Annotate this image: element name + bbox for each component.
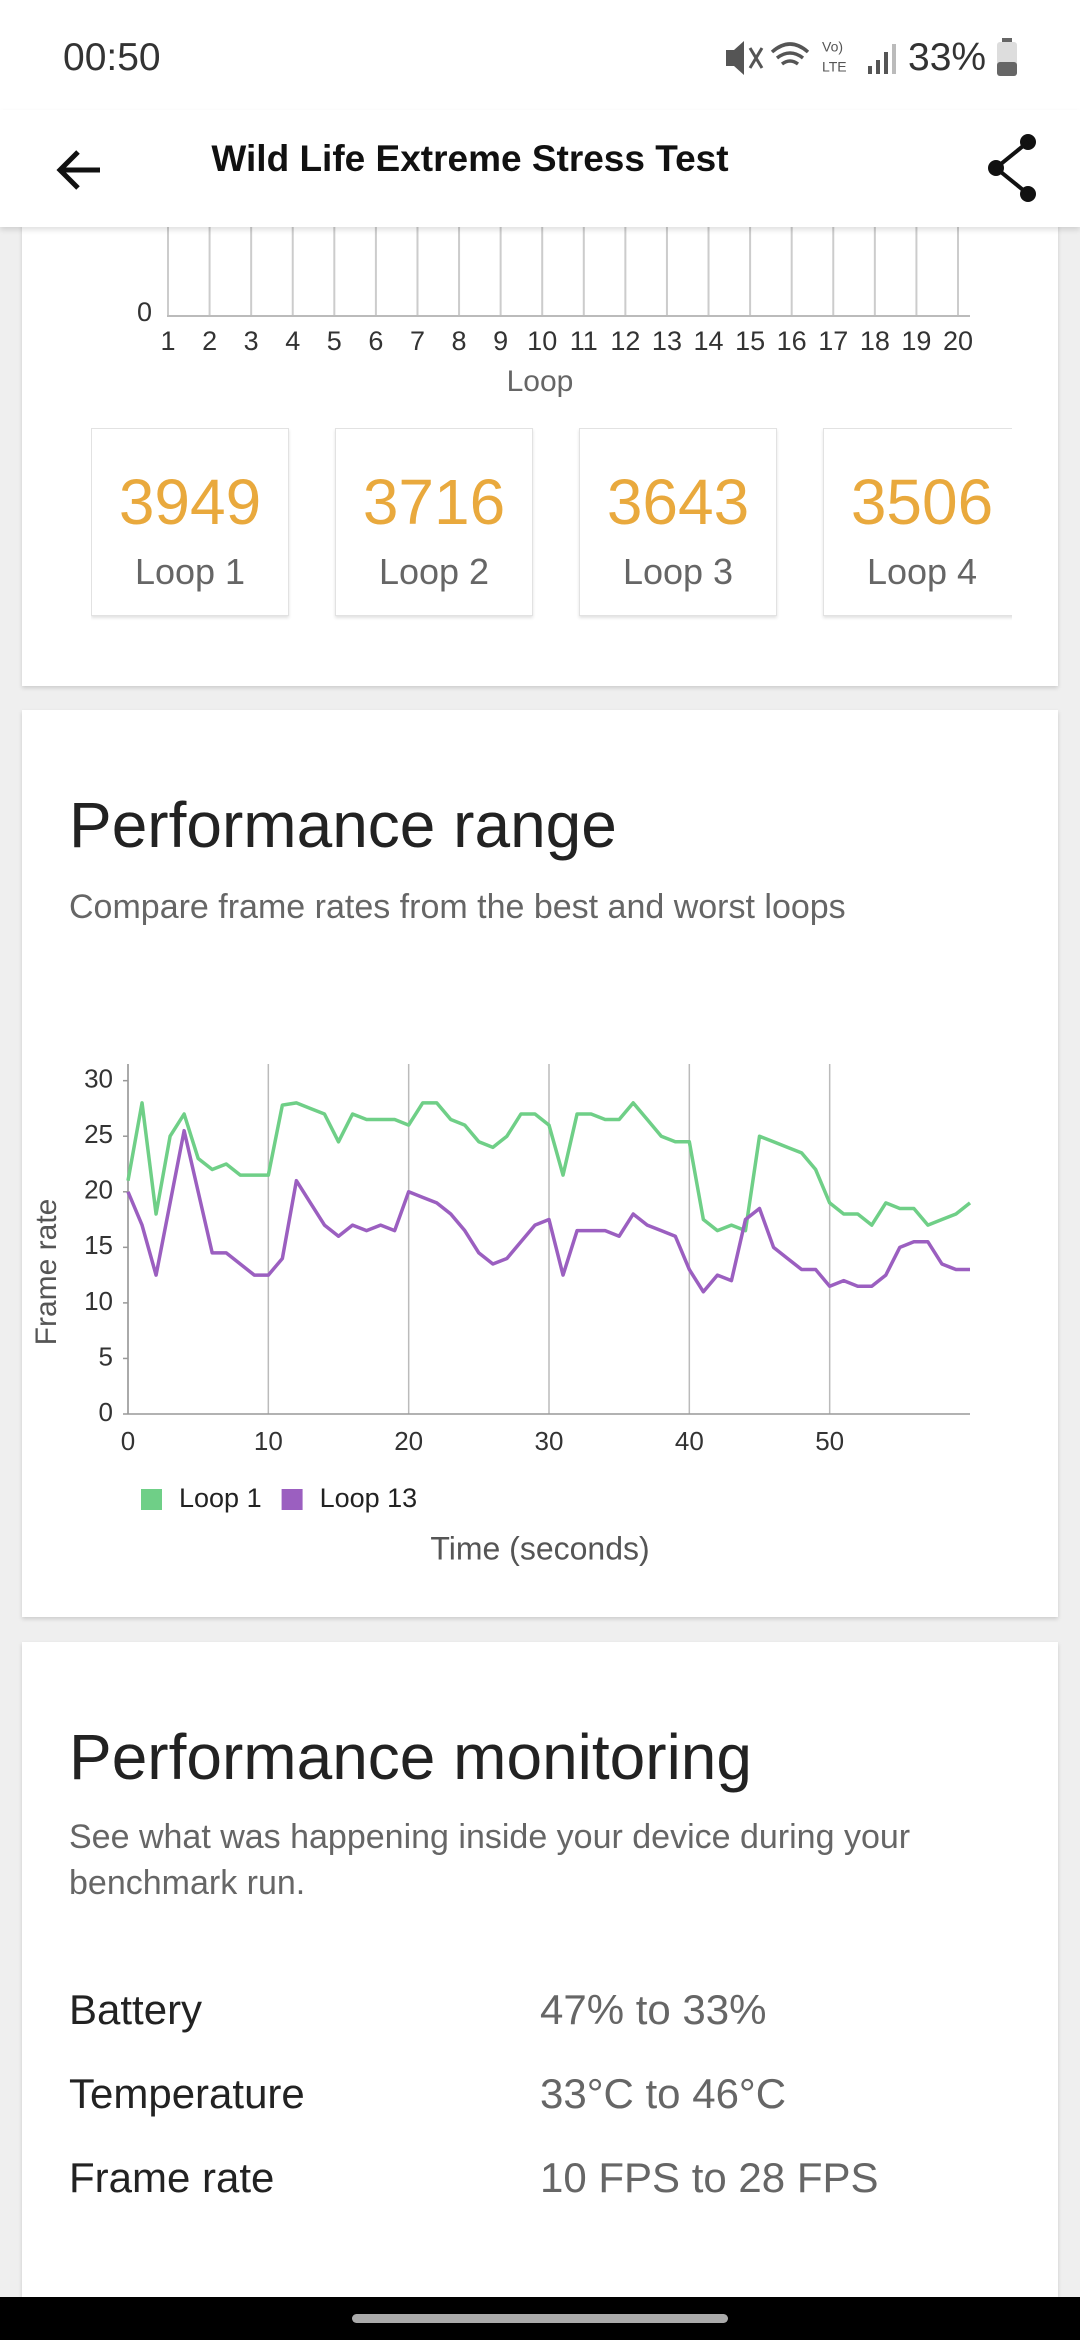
- app-title: Wild Life Extreme Stress Test: [211, 138, 729, 179]
- legend-swatch: [141, 1489, 162, 1510]
- x-tick-label: 40: [675, 1426, 704, 1456]
- y-tick-label: 25: [84, 1119, 113, 1149]
- legend-label: Loop 1: [179, 1483, 262, 1513]
- x-tick-label: 6: [368, 326, 383, 356]
- performance-monitoring-card: [22, 1642, 1058, 2297]
- x-tick-label: 18: [860, 326, 890, 356]
- home-handle[interactable]: [352, 2314, 728, 2323]
- x-tick-label: 11: [570, 326, 598, 356]
- battery-icon: [997, 38, 1017, 76]
- x-tick-label: 13: [652, 326, 682, 356]
- y-tick-label: 5: [99, 1341, 113, 1371]
- share-button[interactable]: [984, 130, 1040, 206]
- x-tick-label: 50: [815, 1426, 844, 1456]
- score-label: Loop 1: [134, 551, 246, 592]
- x-tick-label: 3: [244, 326, 259, 356]
- metric-label: Frame rate: [69, 2154, 275, 2201]
- x-tick-label: 12: [610, 326, 640, 356]
- score-value: 3949: [118, 466, 262, 538]
- section-title: Performance range: [69, 789, 617, 861]
- metric-value: 47% to 33%: [540, 1986, 767, 2033]
- y-tick-label: 0: [137, 297, 152, 327]
- y-tick-label: 0: [99, 1397, 113, 1427]
- x-tick-label: 30: [535, 1426, 564, 1456]
- section-title: Performance monitoring: [69, 1721, 752, 1793]
- x-tick-label: 20: [394, 1426, 423, 1456]
- score-label: Loop 3: [622, 551, 734, 592]
- y-tick-label: 30: [84, 1064, 113, 1094]
- line-series: [126, 1128, 970, 1294]
- metric-value: 33°C to 46°C: [540, 2070, 787, 2117]
- x-tick-label: 5: [327, 326, 342, 356]
- x-tick-label: 8: [452, 326, 467, 356]
- y-tick-label: 20: [84, 1175, 113, 1205]
- line-series: [126, 1101, 972, 1233]
- x-tick-label: 16: [777, 326, 807, 356]
- svg-text:Vo): Vo): [822, 39, 843, 55]
- metric-label: Battery: [69, 1986, 203, 2033]
- score-card[interactable]: 3643 Loop 3: [579, 428, 777, 616]
- app-bar: Wild Life Extreme Stress Test: [0, 110, 1080, 227]
- section-subtitle: Compare frame rates from the best and wo…: [69, 888, 846, 926]
- status-icons: Vo) LTE: [726, 39, 896, 75]
- score-value: 3506: [850, 466, 994, 538]
- score-card[interactable]: 3716 Loop 2: [335, 428, 533, 616]
- x-tick-label: 10: [527, 326, 557, 356]
- nav-bar: [0, 2297, 1080, 2340]
- svg-text:LTE: LTE: [822, 59, 847, 75]
- score-value: 3643: [606, 466, 750, 538]
- x-axis-label: Loop: [507, 365, 574, 398]
- score-label: Loop 2: [378, 551, 490, 592]
- x-tick-label: 0: [121, 1426, 135, 1456]
- performance-range-card: [22, 710, 1058, 1617]
- x-tick-label: 9: [493, 326, 508, 356]
- metric-value: 10 FPS to 28 FPS: [540, 2154, 879, 2201]
- x-tick-label: 19: [901, 326, 931, 356]
- status-battery-text: 33%: [908, 36, 987, 79]
- score-list: 3949 Loop 1 3716 Loop 2 3643 Loop 3 3506 Loop 4: [91, 428, 1012, 628]
- x-tick-label: 10: [254, 1426, 283, 1456]
- x-tick-label: 7: [410, 326, 425, 356]
- x-tick-label: 15: [735, 326, 765, 356]
- section-subtitle: See what was happening inside your devic…: [69, 1818, 911, 1902]
- status-time: 00:50: [63, 36, 161, 79]
- metric-label: Temperature: [69, 2070, 305, 2117]
- x-tick-label: 1: [160, 326, 175, 356]
- legend-label: Loop 13: [320, 1483, 418, 1513]
- x-tick-label: 17: [818, 326, 848, 356]
- score-card[interactable]: 3949 Loop 1: [91, 428, 289, 616]
- y-axis-label: Frame rate: [30, 1199, 63, 1346]
- y-tick-label: 15: [84, 1230, 113, 1260]
- x-tick-label: 2: [202, 326, 217, 356]
- x-axis-label: Time (seconds): [430, 1530, 649, 1566]
- score-value: 3716: [362, 466, 506, 538]
- status-bar: [0, 0, 1080, 110]
- x-tick-label: 14: [694, 326, 724, 356]
- score-card[interactable]: 3506 Loop 4: [823, 428, 1012, 616]
- y-tick-label: 10: [84, 1286, 113, 1316]
- legend-swatch: [281, 1489, 303, 1510]
- x-tick-label: 20: [943, 326, 973, 356]
- score-label: Loop 4: [866, 551, 978, 592]
- x-tick-label: 4: [285, 326, 300, 356]
- back-button[interactable]: [52, 142, 108, 198]
